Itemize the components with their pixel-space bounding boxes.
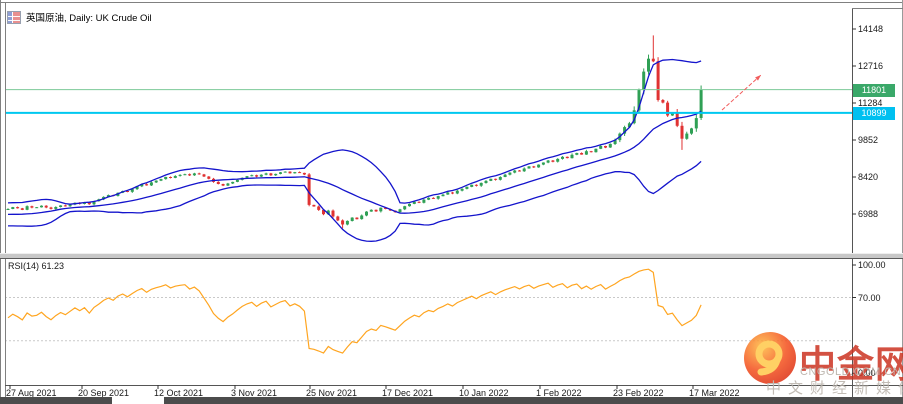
rsi-indicator-label: RSI(14) 61.23 [8,261,65,271]
main-chart-pane[interactable] [5,9,852,253]
chart-title: 英国原油, Daily: UK Crude Oil [26,13,152,24]
scrollbar-thumb[interactable] [112,397,164,404]
rsi-pane[interactable] [5,259,852,385]
price-badge-green: 11801 [853,84,895,97]
price-layer [5,35,852,242]
pane-splitter[interactable] [0,253,903,259]
rsi-line-layer [5,268,852,354]
trend-arrow [721,74,762,111]
chart-title-bar: 英国原油, Daily: UK Crude Oil [7,10,152,24]
price-badge-cyan: 10899 [853,107,895,120]
mini-chart-icon [7,10,21,24]
horizontal-scrollbar[interactable] [0,397,903,404]
